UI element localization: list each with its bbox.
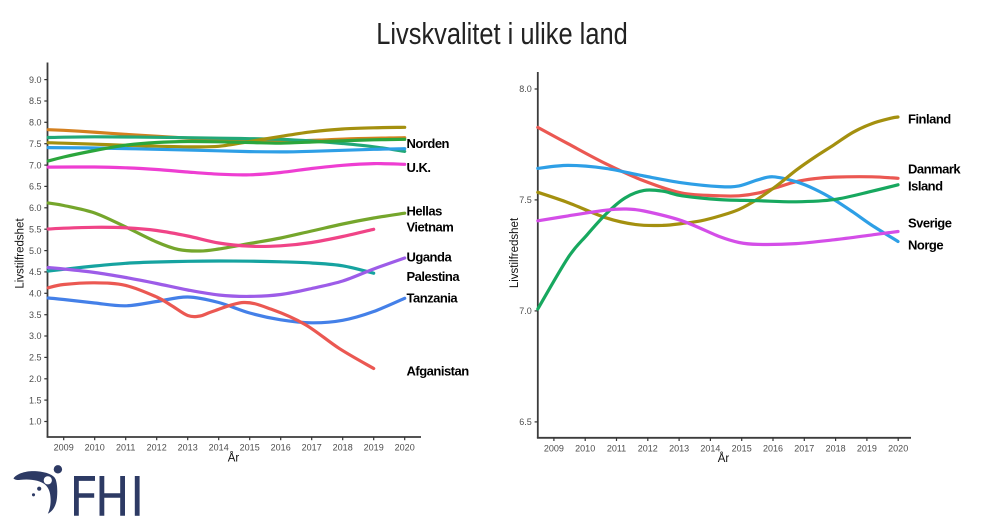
svg-text:2009: 2009: [544, 443, 564, 453]
svg-text:7.0: 7.0: [29, 160, 42, 170]
svg-text:2020: 2020: [395, 443, 415, 453]
svg-text:3.5: 3.5: [29, 310, 42, 320]
svg-text:1.0: 1.0: [29, 417, 42, 427]
svg-text:År: År: [228, 451, 240, 464]
svg-text:2013: 2013: [669, 443, 689, 453]
svg-text:Norden: Norden: [407, 136, 450, 151]
svg-text:Livstilfredshet: Livstilfredshet: [509, 217, 521, 288]
svg-text:Norge: Norge: [908, 237, 943, 252]
svg-text:7.5: 7.5: [29, 139, 42, 149]
svg-text:2010: 2010: [575, 443, 595, 453]
svg-text:8.0: 8.0: [519, 84, 532, 94]
svg-text:2015: 2015: [732, 443, 752, 453]
svg-text:Hellas: Hellas: [407, 203, 443, 218]
svg-text:2017: 2017: [302, 443, 322, 453]
svg-text:Vietnam: Vietnam: [407, 219, 454, 234]
svg-text:5.0: 5.0: [29, 246, 42, 256]
svg-text:9.0: 9.0: [29, 75, 42, 85]
svg-text:2011: 2011: [607, 443, 626, 453]
svg-text:2019: 2019: [364, 443, 384, 453]
svg-text:7.0: 7.0: [519, 306, 532, 316]
svg-text:1.5: 1.5: [29, 395, 42, 405]
svg-text:Livstilfredshet: Livstilfredshet: [15, 218, 27, 289]
svg-text:2017: 2017: [794, 443, 814, 453]
svg-text:2015: 2015: [240, 443, 260, 453]
svg-text:2016: 2016: [271, 443, 291, 453]
svg-text:4.5: 4.5: [29, 267, 42, 277]
svg-text:2018: 2018: [826, 443, 846, 453]
svg-text:5.5: 5.5: [29, 224, 42, 234]
svg-text:6.5: 6.5: [519, 417, 532, 427]
svg-text:Tanzania: Tanzania: [407, 290, 459, 305]
svg-text:3.0: 3.0: [29, 331, 42, 341]
svg-text:Island: Island: [908, 179, 943, 194]
svg-text:Finland: Finland: [908, 111, 951, 126]
svg-text:Danmark: Danmark: [908, 162, 961, 177]
svg-text:8.5: 8.5: [29, 96, 42, 106]
svg-text:2012: 2012: [638, 443, 658, 453]
svg-text:2010: 2010: [85, 443, 105, 453]
svg-text:6.5: 6.5: [29, 182, 42, 192]
svg-text:2014: 2014: [700, 443, 720, 453]
svg-text:2014: 2014: [209, 443, 229, 453]
svg-text:Sverige: Sverige: [908, 216, 952, 231]
svg-text:U.K.: U.K.: [407, 160, 431, 175]
svg-text:2011: 2011: [116, 443, 135, 453]
svg-text:2019: 2019: [857, 443, 877, 453]
svg-text:2.5: 2.5: [29, 353, 42, 363]
svg-text:2016: 2016: [763, 443, 783, 453]
svg-text:2013: 2013: [178, 443, 198, 453]
svg-text:Palestina: Palestina: [407, 269, 461, 284]
svg-text:2.0: 2.0: [29, 374, 42, 384]
svg-text:2020: 2020: [888, 443, 908, 453]
svg-text:År: År: [718, 452, 730, 465]
svg-text:8.0: 8.0: [29, 118, 42, 128]
svg-text:Afganistan: Afganistan: [407, 363, 470, 378]
svg-text:2009: 2009: [54, 443, 74, 453]
svg-text:2018: 2018: [333, 443, 353, 453]
svg-text:4.0: 4.0: [29, 289, 42, 299]
svg-text:2012: 2012: [147, 443, 167, 453]
svg-text:Uganda: Uganda: [407, 249, 453, 264]
svg-text:6.0: 6.0: [29, 203, 42, 213]
svg-text:7.5: 7.5: [519, 195, 532, 205]
